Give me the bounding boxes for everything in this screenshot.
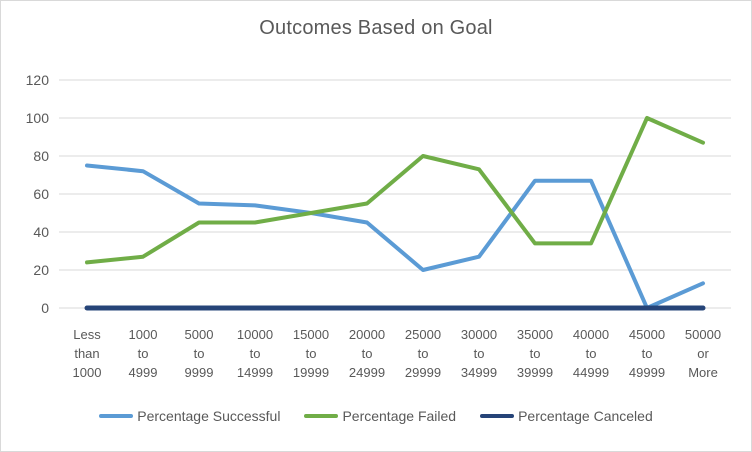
x-axis-tick-labels: Less than 1000 1000 to 4999 5000 to 9999 10000 to 1… bbox=[73, 327, 722, 380]
legend-item-percentage-successful: Percentage Successful bbox=[99, 408, 280, 424]
y-tick-label-60: 60 bbox=[33, 186, 49, 202]
x-tick-label-10000-to-14999: 10000 to 14999 bbox=[237, 327, 273, 380]
y-tick-label-40: 40 bbox=[33, 224, 49, 240]
x-tick-label-less-than-1000: Less than 1000 bbox=[73, 327, 102, 380]
legend-label-percentage-canceled: Percentage Canceled bbox=[518, 408, 653, 424]
series-line-percentage-successful bbox=[85, 163, 705, 310]
y-tick-label-0: 0 bbox=[41, 300, 49, 316]
legend-marker-percentage-failed bbox=[304, 414, 339, 418]
chart-title: Outcomes Based on Goal bbox=[259, 17, 493, 39]
y-tick-label-20: 20 bbox=[33, 262, 49, 278]
x-tick-label-30000-to-34999: 30000 to 34999 bbox=[461, 327, 497, 380]
x-tick-label-25000-to-29999: 25000 to 29999 bbox=[405, 327, 441, 380]
y-tick-label-80: 80 bbox=[33, 148, 49, 164]
x-tick-label-20000-to-24999: 20000 to 24999 bbox=[349, 327, 385, 380]
legend-label-percentage-failed: Percentage Failed bbox=[342, 408, 457, 424]
x-tick-label-15000-to-19999: 15000 to 19999 bbox=[293, 327, 329, 380]
x-tick-label-5000-to-9999: 5000 to 9999 bbox=[185, 327, 214, 380]
y-tick-label-100: 100 bbox=[26, 110, 50, 126]
legend-marker-percentage-canceled bbox=[480, 414, 515, 418]
series-line-percentage-failed bbox=[85, 116, 705, 265]
x-tick-label-1000-to-4999: 1000 to 4999 bbox=[129, 327, 158, 380]
x-tick-label-40000-to-44999: 40000 to 44999 bbox=[573, 327, 609, 380]
x-tick-label-35000-to-39999: 35000 to 39999 bbox=[517, 327, 553, 380]
legend-marker-percentage-successful bbox=[99, 414, 134, 418]
legend-item-percentage-failed: Percentage Failed bbox=[304, 408, 456, 424]
x-tick-label-50000-or-more: 50000 or More bbox=[685, 327, 721, 380]
x-tick-label-45000-to-49999: 45000 to 49999 bbox=[629, 327, 665, 380]
legend-label-percentage-successful: Percentage Successful bbox=[137, 408, 281, 424]
y-axis-tick-labels: 0 20 40 60 80 100 120 bbox=[26, 72, 50, 316]
legend-item-percentage-canceled: Percentage Canceled bbox=[480, 408, 653, 424]
chart-legend: Percentage Successful Percentage Failed Pe… bbox=[1, 408, 751, 424]
y-tick-label-120: 120 bbox=[26, 72, 50, 88]
